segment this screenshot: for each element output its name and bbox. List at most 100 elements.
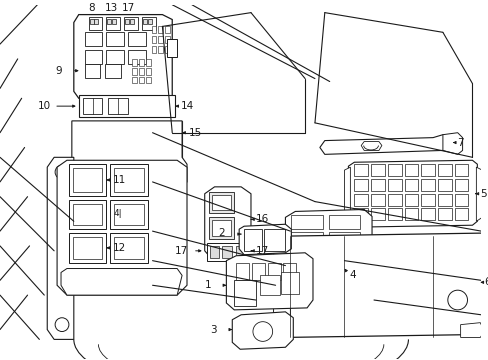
Polygon shape xyxy=(204,187,250,259)
Bar xyxy=(354,164,367,176)
Text: 4|: 4| xyxy=(113,209,122,218)
Bar xyxy=(73,237,102,259)
Polygon shape xyxy=(460,323,483,337)
Bar xyxy=(165,46,170,53)
Bar xyxy=(120,143,134,152)
Bar xyxy=(387,194,401,206)
Bar xyxy=(167,39,177,57)
Text: 10: 10 xyxy=(37,101,50,111)
Bar xyxy=(222,246,232,258)
Bar xyxy=(211,195,231,211)
Bar xyxy=(130,18,134,24)
Bar xyxy=(291,249,322,263)
Bar xyxy=(139,77,143,84)
Bar xyxy=(158,36,163,43)
Bar xyxy=(145,59,150,66)
Text: 14: 14 xyxy=(181,101,194,111)
Polygon shape xyxy=(232,312,293,349)
Bar xyxy=(158,26,163,33)
Bar xyxy=(124,17,138,30)
Bar xyxy=(106,50,124,64)
Polygon shape xyxy=(226,253,312,310)
Bar xyxy=(114,203,143,225)
Bar xyxy=(158,46,163,53)
Bar xyxy=(114,168,143,192)
Bar xyxy=(151,46,156,53)
Text: 9: 9 xyxy=(55,66,61,76)
Bar xyxy=(291,215,322,229)
Bar xyxy=(84,50,102,64)
Polygon shape xyxy=(239,224,291,255)
Bar xyxy=(328,215,360,229)
Bar xyxy=(88,17,102,30)
Bar xyxy=(267,263,280,280)
Bar xyxy=(73,203,102,225)
Bar xyxy=(108,98,128,114)
Bar xyxy=(72,121,182,158)
Bar xyxy=(69,200,106,229)
Bar xyxy=(151,26,156,33)
Polygon shape xyxy=(74,15,172,98)
Bar xyxy=(110,164,147,196)
Bar xyxy=(420,179,434,191)
Bar xyxy=(283,263,296,280)
Polygon shape xyxy=(344,167,350,221)
Polygon shape xyxy=(442,133,462,154)
Text: 17: 17 xyxy=(175,246,188,256)
Bar xyxy=(454,164,468,176)
Bar xyxy=(110,200,147,229)
Bar xyxy=(234,280,255,306)
Polygon shape xyxy=(273,233,486,337)
Bar xyxy=(420,208,434,220)
Bar xyxy=(454,194,468,206)
Bar xyxy=(404,194,417,206)
Bar xyxy=(69,164,106,196)
Text: 6: 6 xyxy=(483,277,488,287)
Bar xyxy=(114,237,143,259)
Polygon shape xyxy=(475,167,481,221)
Bar xyxy=(209,246,219,258)
Bar xyxy=(354,194,367,206)
Bar xyxy=(370,164,384,176)
Bar xyxy=(89,18,93,24)
Bar xyxy=(125,18,129,24)
Bar xyxy=(328,249,360,263)
Bar xyxy=(420,194,434,206)
Bar xyxy=(106,17,120,30)
Bar xyxy=(437,164,451,176)
Bar xyxy=(404,179,417,191)
Bar xyxy=(105,64,121,78)
Bar xyxy=(165,26,170,33)
Text: 4: 4 xyxy=(349,270,355,280)
Bar xyxy=(404,164,417,176)
Bar xyxy=(251,263,264,280)
Bar xyxy=(73,168,102,192)
Polygon shape xyxy=(47,157,74,339)
Bar xyxy=(145,68,150,75)
Bar xyxy=(128,50,145,64)
Bar xyxy=(112,18,116,24)
Text: 3: 3 xyxy=(209,325,216,334)
Bar xyxy=(165,36,170,43)
Polygon shape xyxy=(273,282,290,337)
Bar xyxy=(420,164,434,176)
Bar xyxy=(370,194,384,206)
Bar xyxy=(147,18,151,24)
Bar xyxy=(404,208,417,220)
Bar xyxy=(259,275,279,295)
Bar xyxy=(77,125,94,139)
Bar xyxy=(145,77,150,84)
Bar xyxy=(208,192,234,213)
Text: 13: 13 xyxy=(104,3,117,13)
Bar xyxy=(387,164,401,176)
Bar xyxy=(211,220,231,236)
Bar xyxy=(82,98,102,114)
Bar xyxy=(139,59,143,66)
Bar xyxy=(437,179,451,191)
Bar xyxy=(94,18,98,24)
Bar xyxy=(354,179,367,191)
Text: 17: 17 xyxy=(122,3,135,13)
Bar xyxy=(103,143,119,152)
Text: 15: 15 xyxy=(188,128,202,138)
Bar xyxy=(244,229,261,251)
